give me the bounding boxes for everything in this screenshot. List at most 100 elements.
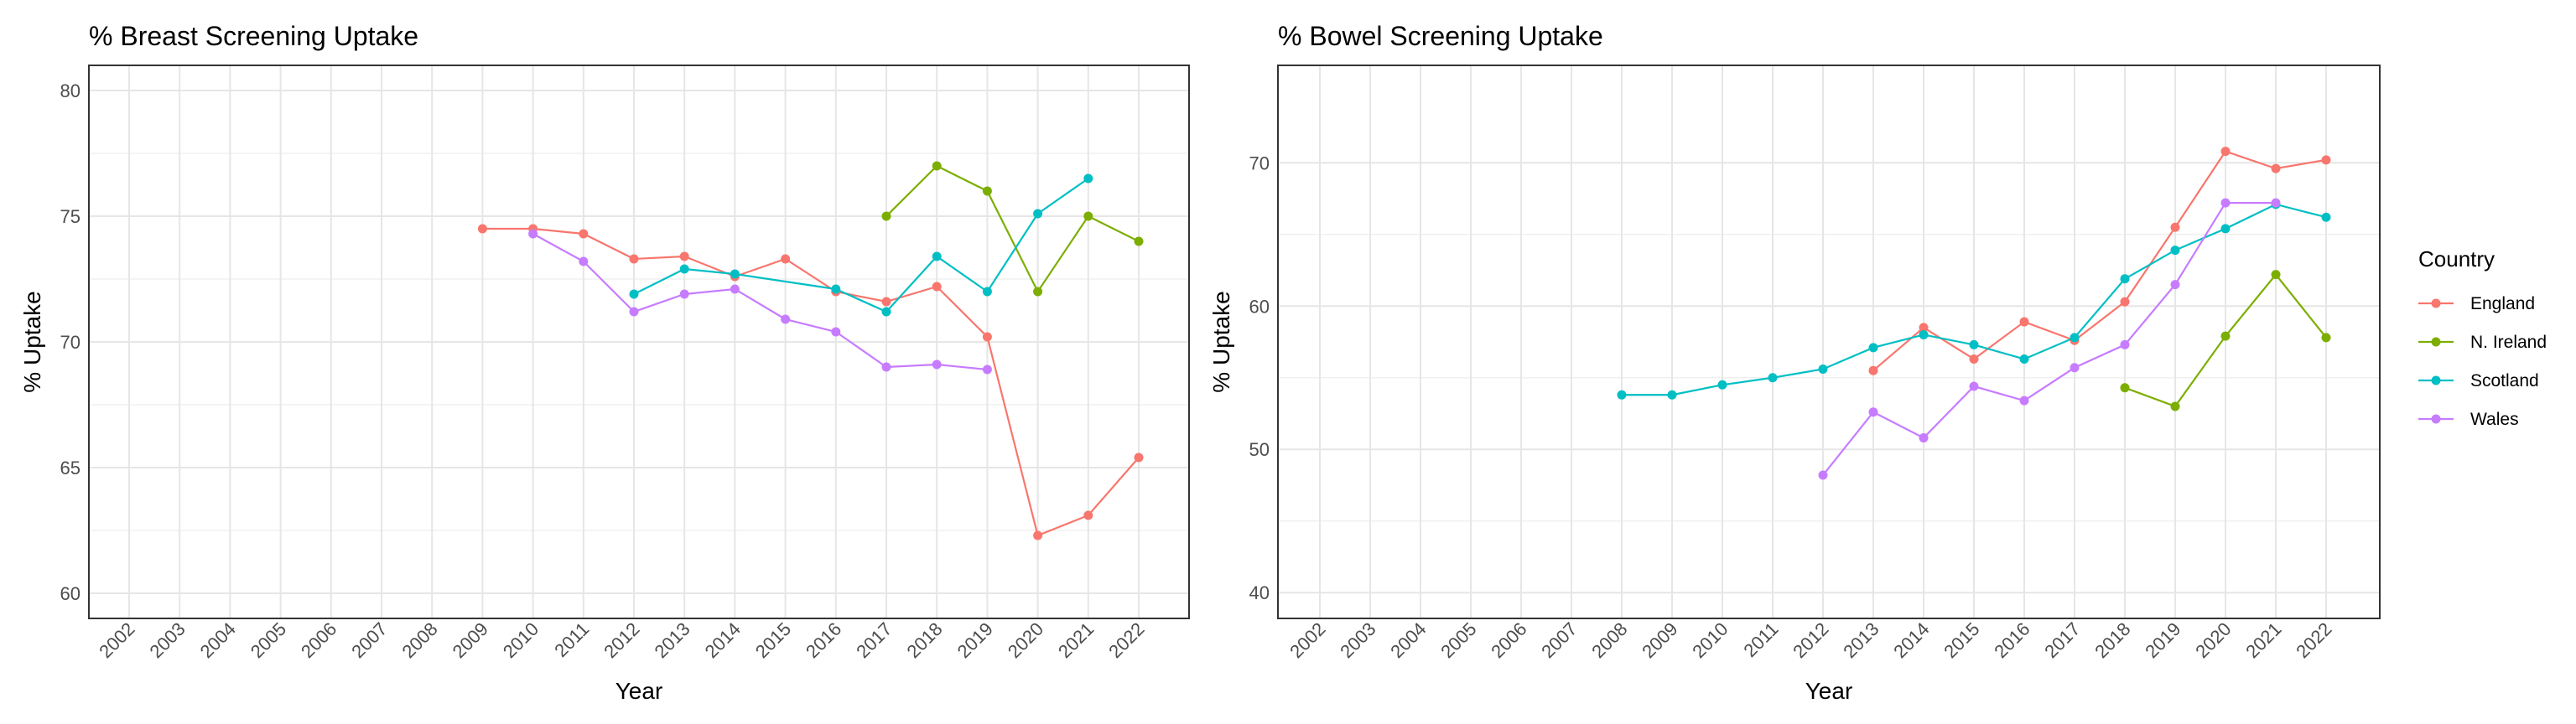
breast-x-tick-label: 2021 (1054, 618, 1098, 662)
breast-y-tick-label: 75 (60, 206, 80, 227)
breast-england-point (781, 254, 791, 264)
breast-x-tick-label: 2019 (953, 618, 997, 662)
bowel-england-point (2170, 222, 2180, 232)
bowel-chart-title: % Bowel Screening Uptake (1278, 21, 1603, 51)
bowel-scotland-point (1868, 343, 1878, 353)
bowel-x-tick-label: 2009 (1638, 618, 1681, 662)
breast-x-tick-label: 2012 (600, 618, 643, 662)
breast-n-ireland-point (932, 161, 942, 171)
breast-england-point (1083, 510, 1093, 520)
bowel-x-tick-label: 2008 (1587, 618, 1631, 662)
bowel-x-tick-label: 2017 (2040, 618, 2084, 662)
breast-y-tick-label: 60 (60, 583, 80, 604)
bowel-scotland-point (2321, 212, 2331, 222)
breast-series-lines (482, 164, 1140, 537)
bowel-x-tick-label: 2019 (2141, 618, 2184, 662)
bowel-plot-border (1277, 65, 2381, 619)
bowel-x-tick-label: 2002 (1285, 618, 1329, 662)
breast-wales-point (528, 229, 538, 239)
breast-england-line (482, 227, 1140, 537)
breast-wales-point (579, 256, 589, 266)
bowel-y-tick-label: 40 (1249, 582, 1270, 603)
legend-n-ireland-marker (2431, 337, 2441, 347)
bowel-england-point (2220, 147, 2231, 157)
breast-gridlines (89, 65, 1189, 618)
breast-y-tick-label: 70 (60, 332, 80, 353)
bowel-x-tick-label: 2012 (1789, 618, 1832, 662)
bowel-england-point (2271, 163, 2281, 173)
breast-n-ireland-line (886, 164, 1140, 294)
bowel-wales-point (2170, 280, 2180, 290)
bowel-england-line (1872, 150, 2327, 372)
breast-n-ireland-point (881, 211, 891, 221)
bowel-scotland-point (1667, 390, 1677, 400)
breast-england-point (932, 282, 942, 292)
bowel-x-tick-label: 2016 (1990, 618, 2033, 662)
bowel-wales-point (2070, 363, 2080, 373)
bowel-england-point (1919, 323, 1929, 333)
bowel-y-tick-label: 50 (1249, 439, 1270, 460)
breast-england-point (629, 254, 639, 264)
bowel-n-ireland-point (2271, 270, 2281, 280)
bowel-scotland-point (1919, 329, 1929, 339)
bowel-england-point (1868, 365, 1878, 375)
breast-n-ireland-point (1134, 236, 1144, 246)
breast-wales-point (629, 307, 639, 317)
bowel-n-ireland-point (2120, 383, 2130, 393)
bowel-x-tick-label: 2022 (2292, 618, 2335, 662)
bowel-scotland-point (1818, 364, 1828, 374)
bowel-n-ireland-point (2220, 331, 2231, 341)
breast-x-tick-label: 2018 (902, 618, 946, 662)
bowel-scotland-point (2170, 246, 2180, 256)
breast-wales-point (781, 314, 791, 324)
bowel-wales-point (1818, 470, 1828, 480)
bowel-england-point (2019, 317, 2029, 327)
bowel-scotland-point (2019, 354, 2029, 365)
bowel-gridlines (1278, 65, 2380, 618)
bowel-scotland-point (1969, 339, 1979, 349)
bowel-england-point (2321, 155, 2331, 165)
breast-x-tick-label: 2011 (550, 618, 593, 661)
bowel-x-tick-label: 2007 (1537, 618, 1581, 662)
breast-n-ireland-point (1033, 287, 1043, 297)
bowel-scotland-point (2120, 274, 2130, 284)
bowel-scotland-point (1717, 380, 1727, 390)
breast-england-point (881, 297, 891, 307)
bowel-scotland-point (1617, 390, 1627, 400)
breast-x-tick-label: 2004 (196, 618, 240, 662)
breast-england-point (982, 332, 992, 342)
breast-plot-border (88, 65, 1190, 619)
breast-scotland-point (679, 264, 689, 274)
breast-x-axis-title: Year (615, 678, 663, 704)
bowel-england-point (2120, 297, 2130, 307)
breast-x-tick-label: 2005 (247, 618, 290, 662)
bowel-x-tick-label: 2013 (1839, 618, 1883, 662)
breast-wales-point (831, 327, 841, 337)
breast-scotland-point (629, 289, 639, 299)
breast-x-tick-label: 2008 (397, 618, 441, 662)
breast-wales-point (932, 359, 942, 370)
bowel-x-tick-label: 2021 (2241, 618, 2285, 662)
bowel-wales-point (1919, 433, 1929, 443)
bowel-x-tick-label: 2011 (1739, 618, 1782, 661)
breast-x-ticks: 2002 2003 2004 2005 2006 2007 2008 2009 2010 2011… (95, 618, 1148, 662)
bowel-wales-point (1868, 407, 1878, 417)
breast-x-tick-label: 2006 (297, 618, 340, 662)
bowel-x-tick-label: 2018 (2090, 618, 2134, 662)
bowel-y-ticks: 40 50 60 70 (1249, 153, 1270, 603)
bowel-scotland-point (1768, 373, 1778, 383)
bowel-series-points (1617, 147, 2331, 480)
breast-x-tick-label: 2009 (449, 618, 492, 662)
bowel-wales-point (2220, 198, 2231, 208)
bowel-y-tick-label: 70 (1249, 153, 1270, 173)
bowel-n-ireland-point (2321, 333, 2331, 343)
breast-y-axis-title: % Uptake (19, 291, 45, 392)
breast-y-tick-label: 80 (60, 80, 80, 101)
bowel-wales-point (2019, 396, 2029, 406)
breast-scotland-point (1083, 173, 1093, 184)
legend-wales-label: Wales (2470, 410, 2519, 429)
legend-england-label: England (2470, 294, 2535, 313)
legend-scotland-marker (2431, 375, 2441, 385)
